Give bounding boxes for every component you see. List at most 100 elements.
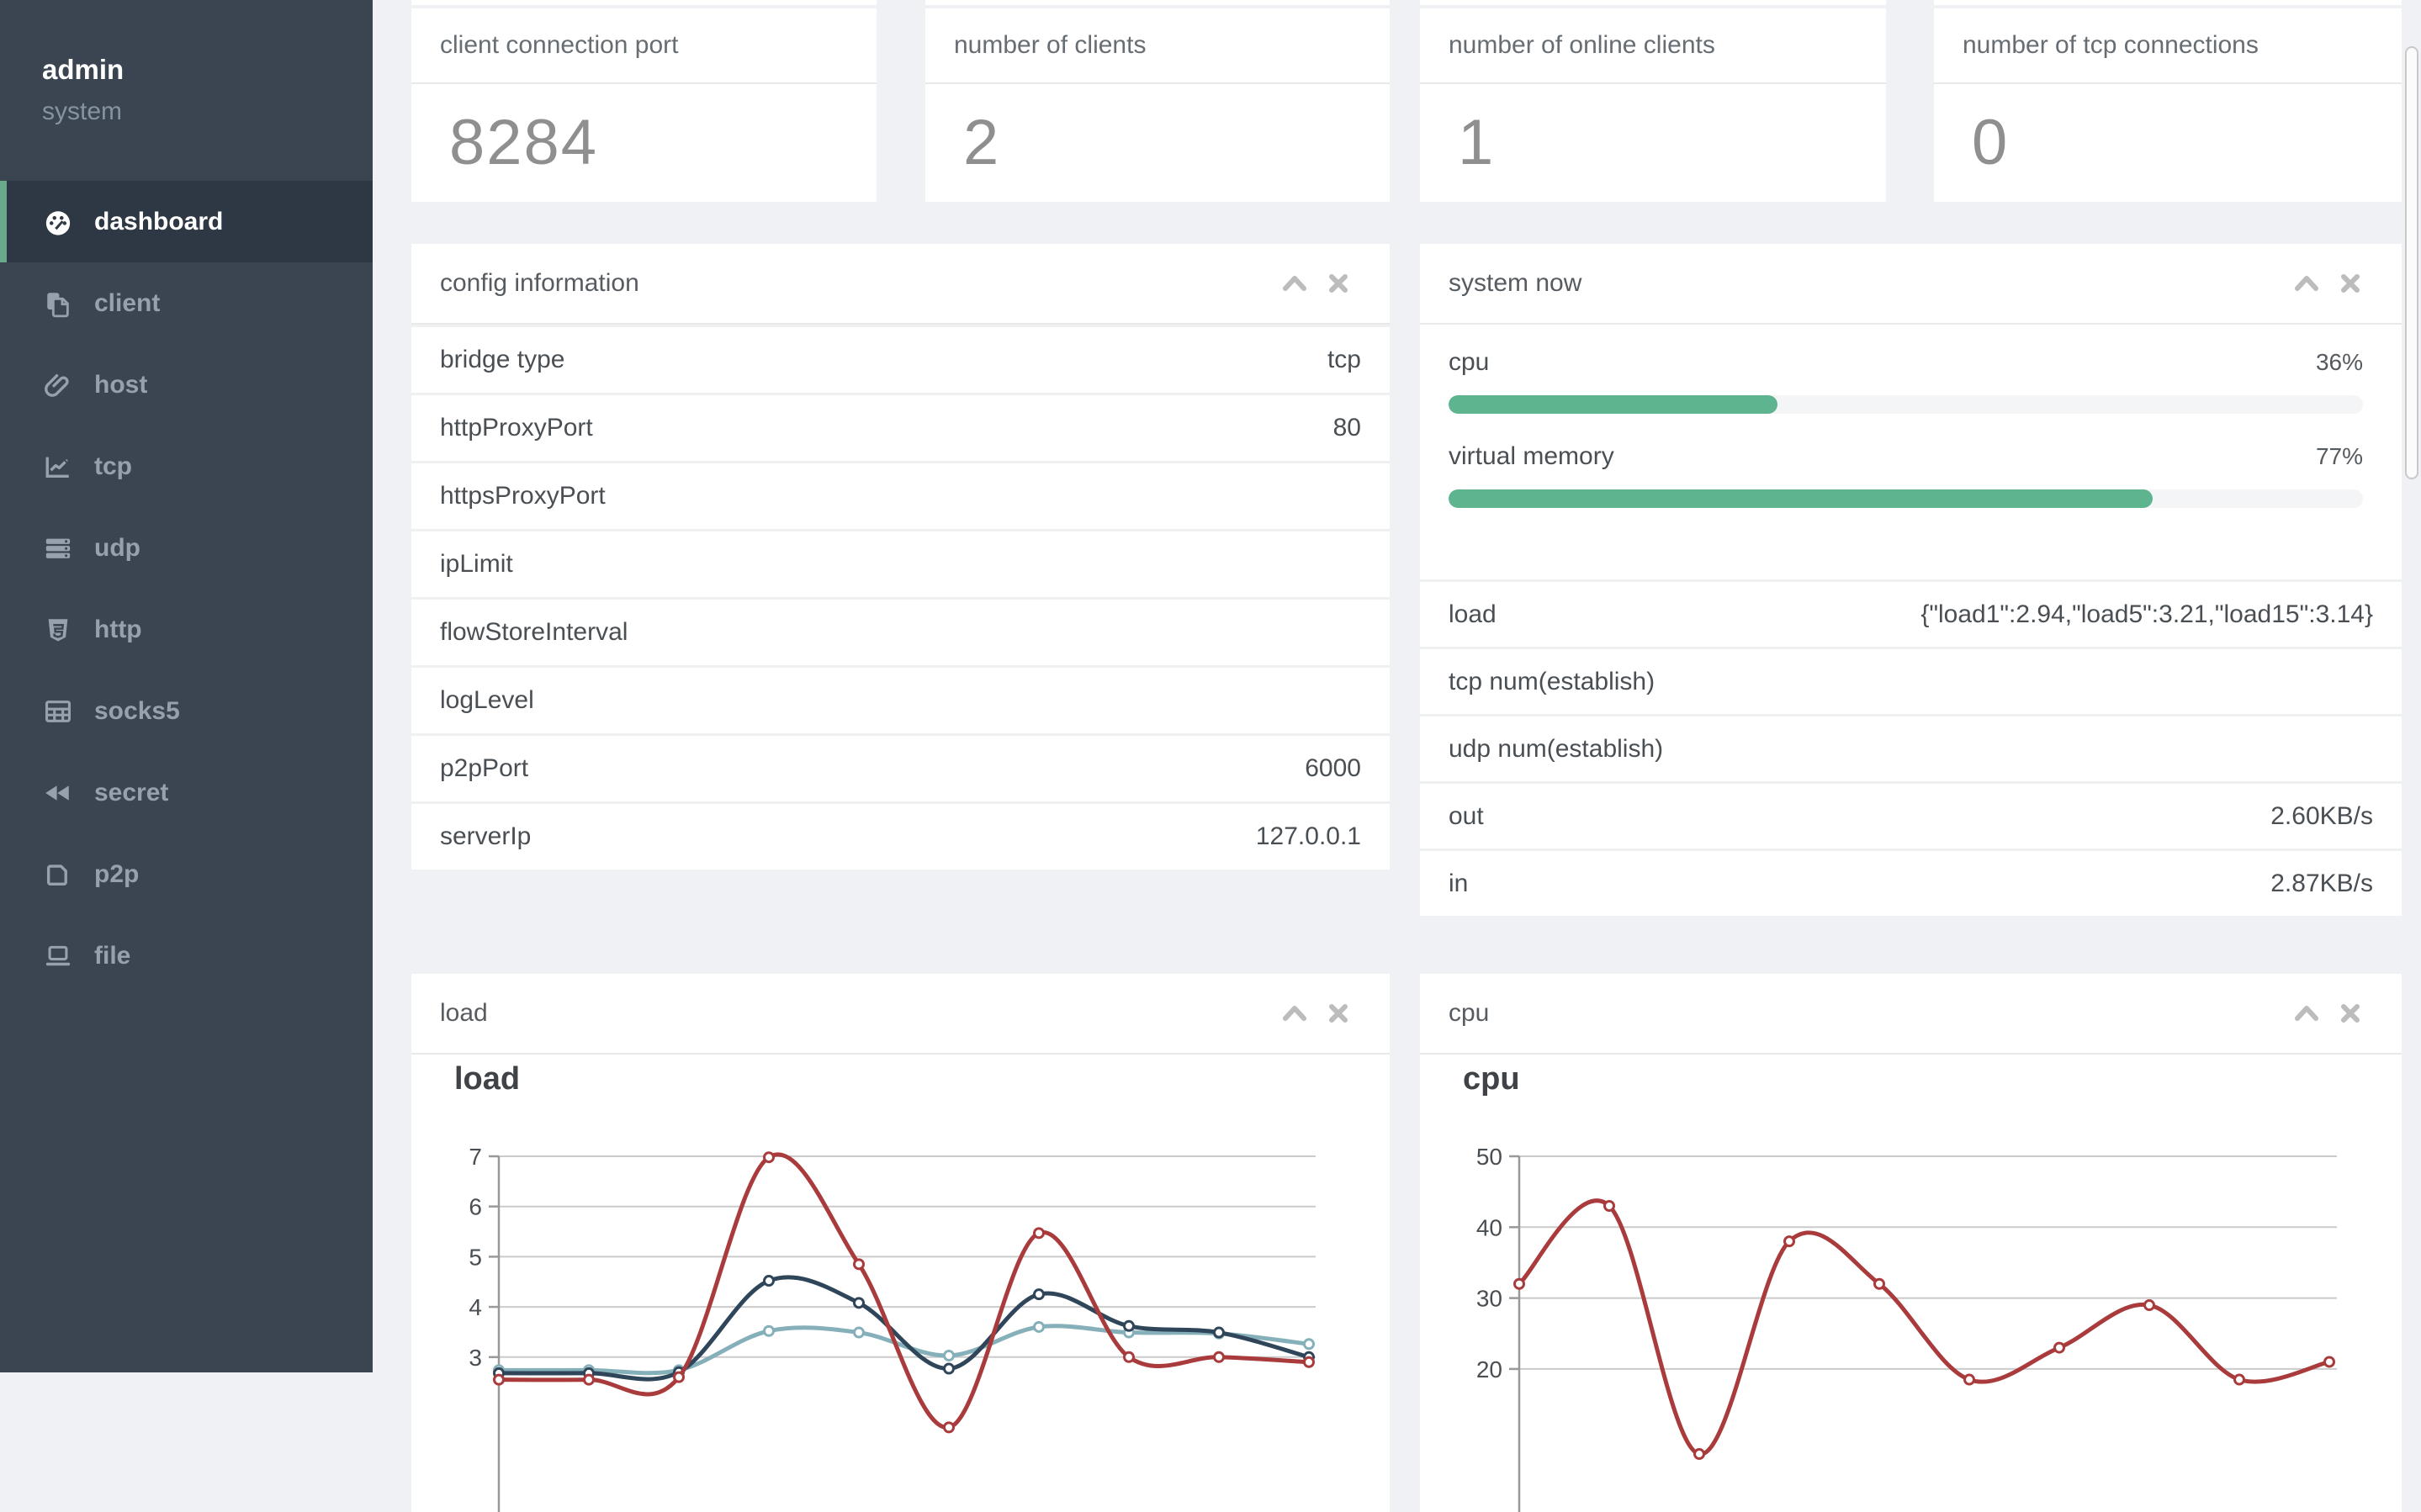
svg-text:30: 30 — [1476, 1286, 1502, 1312]
close-icon[interactable] — [1327, 1002, 1349, 1024]
cpu-gauge: cpu 36% — [1449, 348, 2363, 414]
stat-card-title: number of tcp connections — [1963, 31, 2259, 59]
user-role: system — [42, 98, 123, 125]
system-key: tcp num(establish) — [1449, 667, 1655, 695]
sidebar-item-label: file — [94, 941, 131, 970]
system-value: 2.87KB/s — [2270, 869, 2373, 897]
svg-text:7: 7 — [469, 1144, 482, 1170]
stat-card-body: 2 — [925, 84, 1390, 200]
config-row: flowStoreInterval — [411, 597, 1390, 665]
config-value: 6000 — [1305, 754, 1361, 782]
stat-card-title: client connection port — [440, 31, 679, 59]
config-row: bridge type tcp — [411, 325, 1390, 393]
stat-card-header: number of online clients — [1420, 8, 1886, 84]
sidebar-item-label: client — [94, 288, 161, 317]
config-key: bridge type — [440, 346, 565, 373]
paperclip-icon — [45, 373, 69, 397]
config-key: p2pPort — [440, 754, 529, 782]
sidebar-item-label: socks5 — [94, 696, 180, 725]
stat-card-value: 1 — [1458, 106, 1496, 178]
stat-card-body: 1 — [1420, 84, 1886, 200]
config-value: tcp — [1327, 346, 1361, 373]
stat-card-client-port: client connection port 8284 — [411, 8, 877, 202]
chart-line-icon — [45, 457, 69, 478]
cpu-chart-panel: cpu cpu 20 30 40 50 — [1420, 974, 2402, 1512]
progress-fill — [1449, 395, 1778, 414]
progress-track — [1449, 489, 2363, 508]
vertical-scrollbar-thumb[interactable] — [2405, 46, 2418, 479]
panel-header: load — [411, 974, 1390, 1055]
gauge-section: cpu 36% virtual memory 77% — [1420, 325, 2402, 579]
system-row: udp num(establish) — [1420, 714, 2402, 781]
sidebar-item-secret[interactable]: secret — [0, 752, 373, 833]
sidebar-item-client[interactable]: client — [0, 262, 373, 344]
cpu-chart: cpu 20 30 40 50 — [1420, 1055, 2402, 1512]
p2p-icon — [46, 864, 67, 886]
sidebar-menu: dashboard client host tcp — [0, 181, 373, 997]
config-row: serverIp 127.0.0.1 — [411, 801, 1390, 870]
panel-title: cpu — [1449, 999, 1490, 1027]
panel-tools — [1282, 272, 1349, 294]
scrolled-panel-sliver — [1934, 0, 2402, 5]
cpu-line-chart: 20 30 40 50 — [1420, 1055, 2402, 1512]
close-icon[interactable] — [2339, 1002, 2361, 1024]
config-row: ipLimit — [411, 529, 1390, 597]
panel-title: system now — [1449, 269, 1582, 297]
collapse-icon[interactable] — [1282, 272, 1307, 294]
sidebar-item-host[interactable]: host — [0, 344, 373, 426]
collapse-icon[interactable] — [2294, 272, 2319, 294]
svg-text:4: 4 — [469, 1294, 482, 1320]
stat-card-value: 8284 — [449, 106, 599, 178]
system-row: in 2.87KB/s — [1420, 849, 2402, 916]
collapse-icon[interactable] — [2294, 1002, 2319, 1024]
sidebar-item-label: p2p — [94, 859, 140, 888]
sidebar-item-label: tcp — [94, 452, 132, 480]
gauge-label: virtual memory — [1449, 442, 1614, 470]
scrolled-panel-sliver — [1420, 0, 1886, 5]
system-key: load — [1449, 600, 1497, 628]
sidebar-item-dashboard[interactable]: dashboard — [0, 181, 373, 262]
sidebar-item-file[interactable]: file — [0, 915, 373, 997]
panel-header: config information — [411, 244, 1390, 325]
config-row: p2pPort 6000 — [411, 733, 1390, 801]
sidebar-item-udp[interactable]: udp — [0, 507, 373, 589]
sidebar-item-socks5[interactable]: socks5 — [0, 670, 373, 752]
sidebar-item-p2p[interactable]: p2p — [0, 833, 373, 915]
system-value: {"load1":2.94,"load5":3.21,"load15":3.14… — [1920, 600, 2373, 628]
config-row: httpsProxyPort — [411, 461, 1390, 529]
main-content: client connection port 8284 number of cl… — [373, 0, 2421, 1512]
stat-card-tcp-connections: number of tcp connections 0 — [1934, 8, 2402, 202]
stat-card-header: number of tcp connections — [1934, 8, 2402, 84]
system-key: in — [1449, 869, 1469, 897]
system-value: 2.60KB/s — [2270, 801, 2373, 830]
sidebar-item-label: secret — [94, 778, 169, 806]
user-name: admin — [42, 54, 124, 85]
server-icon — [45, 538, 71, 558]
sidebar-item-http[interactable]: http — [0, 589, 373, 670]
scrolled-panel-sliver — [925, 0, 1390, 5]
scrolled-panel-sliver — [411, 0, 877, 5]
panel-header: system now — [1420, 244, 2402, 325]
system-row: tcp num(establish) — [1420, 647, 2402, 714]
collapse-icon[interactable] — [1282, 1002, 1307, 1024]
system-key: out — [1449, 801, 1484, 830]
progress-fill — [1449, 489, 2153, 508]
sidebar: admin system dashboard client — [0, 0, 373, 1372]
config-key: httpsProxyPort — [440, 482, 606, 510]
panel-tools — [2294, 272, 2361, 294]
stat-card-value: 0 — [1972, 106, 2010, 178]
virtual-memory-gauge: virtual memory 77% — [1449, 442, 2363, 508]
config-key: ipLimit — [440, 550, 513, 578]
svg-text:5: 5 — [469, 1244, 482, 1270]
system-row: out 2.60KB/s — [1420, 781, 2402, 849]
svg-text:40: 40 — [1476, 1214, 1502, 1240]
gauge-percent: 36% — [2315, 349, 2363, 375]
svg-text:6: 6 — [469, 1194, 482, 1220]
progress-track — [1449, 395, 2363, 414]
svg-text:50: 50 — [1476, 1144, 1502, 1170]
close-icon[interactable] — [1327, 272, 1349, 294]
gauge-percent: 77% — [2315, 443, 2363, 469]
sidebar-item-tcp[interactable]: tcp — [0, 426, 373, 507]
chart-title: load — [454, 1061, 521, 1097]
close-icon[interactable] — [2339, 272, 2361, 294]
